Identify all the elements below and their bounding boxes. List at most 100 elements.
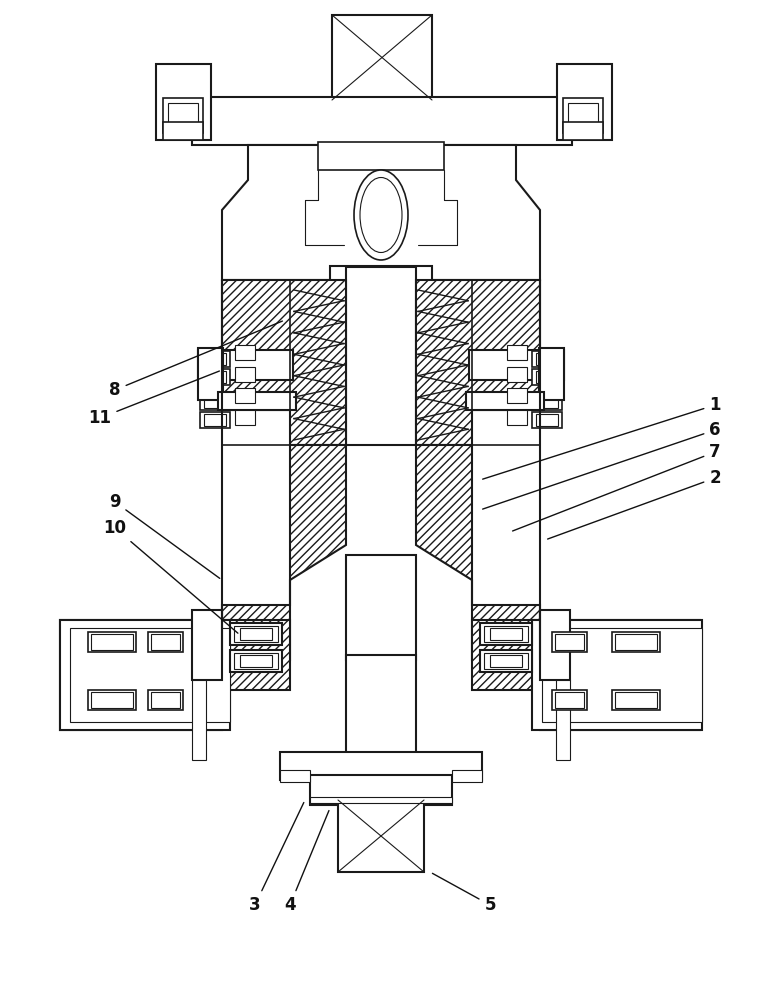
- Bar: [88, 690, 136, 710]
- Bar: [346, 267, 416, 445]
- Bar: [532, 412, 562, 428]
- Bar: [540, 610, 570, 680]
- Bar: [490, 655, 522, 667]
- Text: 7: 7: [513, 443, 721, 531]
- Bar: [338, 800, 424, 872]
- Bar: [198, 348, 223, 400]
- Bar: [192, 680, 206, 760]
- Bar: [235, 367, 255, 382]
- Bar: [200, 412, 230, 428]
- Bar: [452, 770, 482, 782]
- Bar: [280, 770, 310, 782]
- Text: 3: 3: [249, 803, 304, 914]
- Bar: [466, 392, 544, 410]
- Bar: [218, 392, 296, 410]
- Polygon shape: [222, 445, 346, 660]
- Text: 5: 5: [432, 873, 496, 914]
- Bar: [148, 632, 183, 652]
- Bar: [532, 351, 562, 367]
- Bar: [70, 628, 230, 722]
- Bar: [612, 632, 660, 652]
- Polygon shape: [416, 445, 540, 660]
- Bar: [156, 64, 211, 140]
- Bar: [310, 797, 452, 803]
- Bar: [235, 410, 255, 425]
- Bar: [88, 632, 136, 652]
- Bar: [536, 353, 558, 365]
- Bar: [484, 653, 528, 669]
- Bar: [507, 367, 527, 382]
- Ellipse shape: [354, 170, 408, 260]
- Bar: [507, 345, 527, 360]
- Polygon shape: [416, 280, 540, 445]
- Bar: [532, 620, 702, 730]
- Bar: [507, 410, 527, 425]
- Bar: [568, 103, 598, 128]
- Bar: [532, 394, 562, 410]
- Bar: [555, 692, 584, 708]
- Polygon shape: [472, 620, 700, 730]
- Bar: [490, 628, 522, 640]
- Bar: [240, 628, 272, 640]
- Bar: [310, 775, 452, 805]
- Bar: [91, 692, 133, 708]
- Bar: [234, 653, 278, 669]
- Bar: [240, 655, 272, 667]
- Text: 2: 2: [548, 469, 721, 539]
- Bar: [480, 650, 532, 672]
- Bar: [200, 351, 230, 367]
- Bar: [330, 266, 432, 282]
- Bar: [200, 369, 230, 385]
- Bar: [615, 634, 657, 650]
- Bar: [563, 122, 603, 140]
- Bar: [552, 632, 587, 652]
- Text: 8: 8: [109, 321, 283, 399]
- Text: 10: 10: [104, 519, 238, 633]
- Bar: [563, 98, 603, 133]
- Bar: [230, 650, 282, 672]
- Bar: [346, 655, 416, 805]
- Bar: [536, 396, 558, 408]
- Bar: [148, 690, 183, 710]
- Bar: [615, 692, 657, 708]
- Bar: [192, 97, 572, 145]
- Bar: [234, 626, 278, 642]
- Bar: [536, 414, 558, 426]
- Bar: [557, 64, 612, 140]
- Bar: [163, 122, 203, 140]
- Bar: [163, 98, 203, 133]
- Bar: [484, 626, 528, 642]
- Bar: [204, 353, 226, 365]
- Bar: [192, 610, 222, 680]
- Text: 4: 4: [284, 811, 329, 914]
- Bar: [556, 680, 570, 760]
- Text: 9: 9: [109, 493, 219, 578]
- Bar: [235, 345, 255, 360]
- Bar: [204, 396, 226, 408]
- Polygon shape: [222, 280, 346, 445]
- Bar: [230, 623, 282, 645]
- Polygon shape: [222, 145, 540, 280]
- Bar: [204, 414, 226, 426]
- Text: 11: 11: [88, 371, 219, 427]
- Bar: [60, 620, 230, 730]
- Bar: [507, 388, 527, 403]
- Bar: [151, 634, 180, 650]
- Bar: [539, 348, 564, 400]
- Text: 1: 1: [482, 396, 721, 479]
- Bar: [536, 371, 558, 383]
- Bar: [151, 692, 180, 708]
- Bar: [469, 350, 564, 380]
- Bar: [91, 634, 133, 650]
- Bar: [532, 369, 562, 385]
- Bar: [542, 628, 702, 722]
- Polygon shape: [60, 620, 290, 730]
- Bar: [204, 371, 226, 383]
- Bar: [280, 752, 482, 780]
- Ellipse shape: [360, 178, 402, 252]
- Bar: [200, 394, 230, 410]
- Bar: [612, 690, 660, 710]
- Bar: [552, 690, 587, 710]
- Bar: [555, 634, 584, 650]
- Bar: [480, 623, 532, 645]
